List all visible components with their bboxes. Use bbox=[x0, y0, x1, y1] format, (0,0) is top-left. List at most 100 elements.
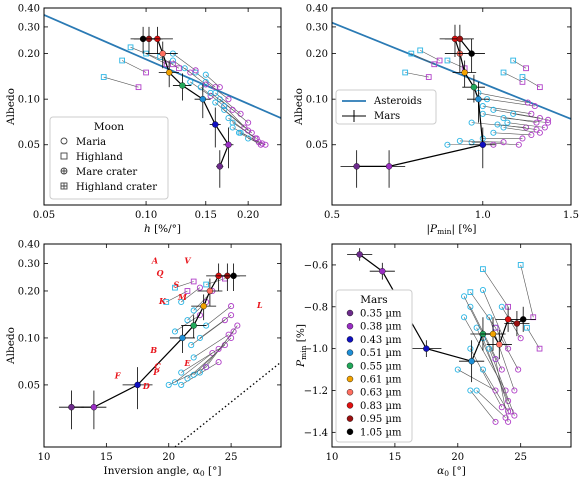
moon-pair-line bbox=[174, 314, 201, 332]
highland-point bbox=[511, 387, 518, 394]
maria-point bbox=[169, 57, 176, 64]
y-tick-label: 0.20 bbox=[18, 49, 40, 60]
axes-frame bbox=[331, 243, 572, 448]
moon-pair-line bbox=[224, 109, 252, 133]
highland-point bbox=[517, 335, 524, 342]
maria-point bbox=[500, 124, 507, 131]
maria-point bbox=[229, 119, 236, 126]
highland-point bbox=[196, 284, 203, 291]
x-axis-label: α0 [°] bbox=[437, 465, 466, 478]
mars-point bbox=[68, 403, 75, 411]
moon-pair-line bbox=[497, 124, 537, 130]
moon-pair-line bbox=[232, 122, 257, 139]
legend-entry: Highland crater bbox=[76, 182, 157, 193]
moon-pair-line bbox=[215, 102, 245, 128]
moon-pair-line bbox=[174, 352, 213, 383]
highland-point bbox=[245, 127, 252, 134]
moon-pair-line bbox=[482, 105, 532, 115]
highland-crater-point bbox=[537, 84, 543, 91]
mare-crater-point bbox=[172, 284, 178, 291]
mars-point bbox=[496, 341, 503, 348]
moon-pair-line bbox=[495, 359, 509, 422]
highland-point bbox=[492, 356, 499, 363]
moon-pair-line bbox=[470, 390, 496, 423]
mars-point bbox=[468, 357, 475, 365]
legend-title: Moon bbox=[94, 121, 124, 133]
mare-crater-point bbox=[408, 50, 415, 57]
maria-point bbox=[467, 345, 474, 352]
mare-crater-point bbox=[519, 74, 526, 80]
maria-point bbox=[454, 366, 461, 373]
mars-point bbox=[520, 316, 527, 323]
legend-entry: 0.51 µm bbox=[360, 348, 402, 359]
maria-point bbox=[229, 124, 236, 131]
y-tick-label: 0.10 bbox=[18, 333, 40, 344]
moon-pair-line bbox=[195, 72, 216, 88]
highland-point bbox=[519, 135, 526, 142]
mars-point bbox=[139, 35, 147, 43]
moon-pair-line bbox=[482, 113, 537, 123]
mars-point bbox=[159, 50, 166, 57]
filter-label: Q bbox=[157, 268, 164, 278]
filter-label: C bbox=[154, 361, 161, 371]
mare-crater-point bbox=[524, 324, 530, 331]
legend-entry: Highland bbox=[76, 152, 123, 163]
mare-crater-point bbox=[203, 281, 210, 288]
legend-entry: 1.05 µm bbox=[360, 427, 402, 438]
highland-point bbox=[500, 139, 507, 146]
x-axis-label-main: α bbox=[437, 465, 444, 477]
mare-crater-point bbox=[402, 69, 409, 76]
moon-pair-line bbox=[513, 113, 549, 121]
legend-entry: 0.35 µm bbox=[360, 309, 402, 320]
maria-point bbox=[171, 328, 179, 335]
x-axis-label-sub: min bbox=[437, 227, 452, 236]
mars-point bbox=[199, 95, 207, 103]
maria-point bbox=[504, 119, 511, 126]
highland-point bbox=[221, 317, 228, 324]
highland-point bbox=[192, 67, 199, 74]
highland-point bbox=[545, 116, 552, 123]
highland-point bbox=[528, 131, 535, 139]
moon-pair-line bbox=[184, 68, 206, 85]
highland-point bbox=[492, 418, 499, 425]
moon-pair-line bbox=[172, 53, 196, 71]
y-tick-label: 0.10 bbox=[306, 95, 328, 106]
x-tick-label: 20 bbox=[451, 452, 464, 463]
x-tick-label: 0.5 bbox=[324, 210, 340, 221]
legend-highland-marker bbox=[60, 152, 68, 160]
crater-pair-line bbox=[482, 268, 509, 307]
mare-crater-point bbox=[480, 266, 486, 272]
filter-label: A bbox=[151, 255, 158, 265]
moon-pair-line bbox=[205, 74, 221, 88]
moon-pair-line bbox=[482, 369, 509, 412]
highland-crater-point bbox=[536, 345, 543, 352]
maria-point bbox=[212, 89, 219, 96]
highland-point bbox=[262, 141, 269, 148]
highland-crater-point bbox=[425, 74, 432, 80]
mare-crater-point bbox=[510, 57, 517, 64]
mare-crater-point bbox=[100, 74, 107, 80]
mars-track-line bbox=[71, 275, 234, 408]
crater-pair-line bbox=[122, 60, 147, 73]
legend-moon: Moon Maria Highland Mare crater Highland cra… bbox=[49, 116, 169, 200]
x-axis-label-main: |P bbox=[427, 223, 439, 236]
x-tick-label: 0.15 bbox=[195, 210, 217, 221]
x-axis-label-rest: | [%] bbox=[451, 223, 476, 236]
highland-point bbox=[229, 106, 236, 113]
x-tick-label: 25 bbox=[225, 452, 238, 463]
highland-point bbox=[245, 119, 252, 126]
crater-pair-line bbox=[405, 72, 429, 78]
legend-entry: Mare crater bbox=[76, 167, 137, 178]
y-tick-label: 0.20 bbox=[306, 49, 328, 60]
filter-label: P bbox=[152, 367, 160, 377]
highland-point bbox=[524, 99, 531, 106]
x-tick-label: 20 bbox=[162, 452, 175, 463]
highland-point bbox=[215, 359, 222, 366]
mare-crater-point bbox=[119, 57, 125, 64]
y-axis-label-rest: [%] bbox=[295, 324, 307, 346]
mars-point bbox=[165, 69, 173, 76]
mars-point bbox=[379, 268, 386, 275]
highland-point bbox=[257, 141, 264, 148]
legend-marker bbox=[346, 415, 354, 422]
